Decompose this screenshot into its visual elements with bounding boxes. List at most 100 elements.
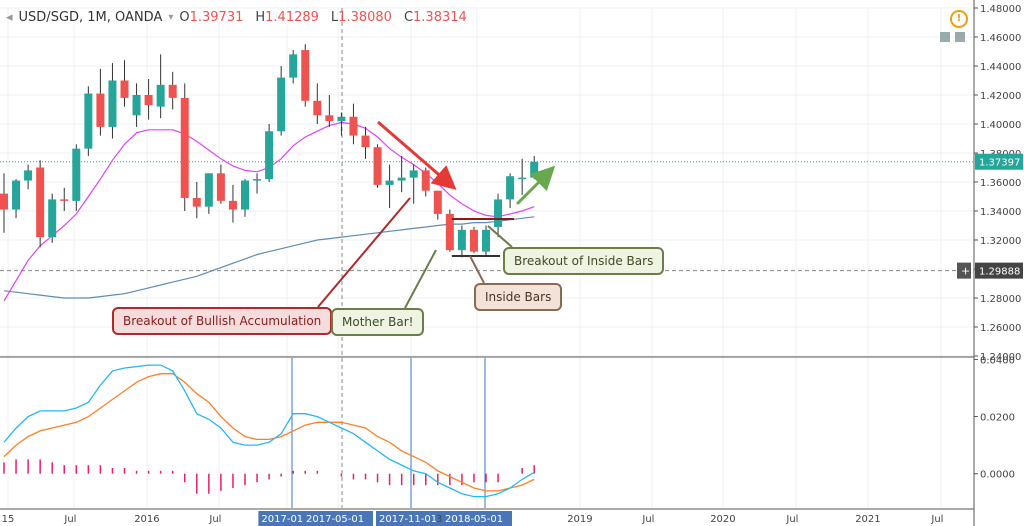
bullish-candle[interactable] — [482, 229, 490, 252]
time-label: 2017-01- — [261, 514, 307, 525]
time-label: Jul — [641, 514, 654, 525]
bearish-candle[interactable] — [60, 199, 69, 201]
bullish-candle[interactable] — [494, 199, 503, 227]
time-marker-badge — [303, 511, 373, 526]
time-label: 3 — [436, 514, 442, 525]
bearish-candle[interactable] — [0, 193, 8, 210]
price-tick-label: 1.48000 — [980, 4, 1021, 15]
bullish-candle[interactable] — [265, 131, 274, 180]
bullish-candle[interactable] — [506, 176, 515, 200]
cursor-price-badge — [975, 262, 1023, 279]
osc-tick-label: 0.0400 — [980, 355, 1015, 366]
open-key: O — [179, 10, 190, 25]
bearish-candle[interactable] — [144, 95, 153, 106]
open-value: 1.39731 — [189, 10, 244, 25]
bullish-candle[interactable] — [253, 179, 262, 181]
close-value: 1.38314 — [413, 10, 467, 25]
bullish-candle[interactable] — [12, 180, 21, 210]
screenshot-icon[interactable] — [940, 32, 950, 42]
high-value: 1.41289 — [265, 10, 319, 25]
symbol-header: ◂ USD/SGD, 1M, OANDA ▾ O1.39731 H1.41289… — [6, 10, 473, 25]
bearish-candle[interactable] — [301, 50, 310, 101]
collapse-icon[interactable]: ◂ — [6, 10, 13, 25]
bullish-candle[interactable] — [457, 229, 466, 251]
bearish-candle[interactable] — [373, 147, 382, 185]
bearish-candle[interactable] — [180, 97, 189, 198]
bullish-candle[interactable] — [241, 180, 249, 210]
bearish-candle[interactable] — [445, 213, 454, 251]
callout-pointer — [487, 225, 513, 248]
price-tick-label: 1.26000 — [980, 323, 1021, 334]
time-label: 2017-05-01 — [306, 514, 364, 525]
bullish-candle[interactable] — [84, 93, 93, 149]
bullish-candle[interactable] — [337, 116, 346, 122]
time-label: 2021 — [855, 514, 880, 525]
low-key: L — [330, 10, 339, 25]
macd-line — [3, 364, 535, 498]
time-label: 2017-11-01 — [379, 514, 437, 525]
bearish-candle[interactable] — [96, 93, 105, 127]
cursor-price-value: 1.29888 — [979, 267, 1020, 278]
bullish-candle[interactable] — [385, 180, 394, 185]
add-level-button[interactable] — [957, 262, 971, 279]
settings-icon[interactable] — [955, 32, 965, 42]
uptrend-arrow — [515, 165, 556, 206]
ohlc-close: C1.38314 — [404, 10, 473, 25]
bullish-candle[interactable] — [530, 161, 539, 178]
bullish-candle[interactable] — [204, 173, 213, 207]
callout-pointer — [469, 255, 485, 284]
bearish-candle[interactable] — [216, 173, 225, 201]
last-price-badge — [975, 153, 1023, 170]
plus-icon: + — [961, 265, 970, 278]
bearish-candle[interactable] — [349, 116, 358, 136]
time-marker-badge — [376, 511, 446, 526]
callout-inside-bars: Inside Bars — [474, 283, 563, 311]
bearish-candle[interactable] — [228, 200, 237, 210]
ohlc-open: O1.39731 — [179, 10, 249, 25]
bullish-candle[interactable] — [72, 148, 81, 201]
last-price-value: 1.37397 — [979, 158, 1020, 169]
signal-line — [3, 373, 535, 492]
bearish-candle[interactable] — [361, 135, 370, 148]
symbol-label[interactable]: USD/SGD, 1M, OANDA — [18, 10, 163, 25]
bullish-candle[interactable] — [518, 177, 527, 180]
bullish-candle[interactable] — [132, 95, 141, 116]
bullish-candle[interactable] — [48, 199, 57, 238]
time-marker-badge — [258, 511, 316, 526]
bearish-candle[interactable] — [120, 80, 129, 98]
callout-mother-bar: Mother Bar! — [331, 308, 425, 336]
bearish-candle[interactable] — [168, 84, 177, 98]
time-label: 2018-05-01 — [445, 514, 503, 525]
bullish-candle[interactable] — [397, 177, 406, 181]
price-tick-label: 1.40000 — [980, 120, 1021, 131]
alert-icon[interactable]: ! — [950, 10, 968, 28]
bullish-candle[interactable] — [409, 170, 418, 178]
osc-tick-label: 0.0000 — [980, 470, 1015, 481]
close-key: C — [403, 10, 414, 25]
time-label: 2019 — [567, 514, 592, 525]
bullish-candle[interactable] — [289, 54, 298, 78]
bullish-candle[interactable] — [24, 170, 33, 181]
bearish-candle[interactable] — [433, 190, 442, 214]
bearish-candle[interactable] — [469, 229, 478, 252]
bullish-candle[interactable] — [108, 80, 117, 127]
bullish-candle[interactable] — [156, 84, 165, 107]
bearish-candle[interactable] — [421, 170, 430, 191]
bearish-candle[interactable] — [192, 197, 201, 207]
bullish-candle[interactable] — [277, 77, 286, 132]
time-label: 2020 — [710, 514, 735, 525]
price-tick-label: 1.28000 — [980, 294, 1021, 305]
callout-pointer — [317, 197, 411, 308]
callout-breakout-inside-bars: Breakout of Inside Bars — [503, 247, 665, 275]
price-tick-label: 1.34000 — [980, 207, 1021, 218]
price-tick-label: 1.46000 — [980, 33, 1021, 44]
bearish-candle[interactable] — [325, 115, 334, 122]
time-label: 15 — [2, 514, 15, 525]
bearish-candle[interactable] — [36, 167, 45, 238]
chevron-down-icon[interactable]: ▾ — [168, 12, 174, 23]
bearish-candle[interactable] — [313, 100, 322, 116]
callout-pointer — [404, 249, 437, 309]
time-label: Jul — [208, 514, 221, 525]
time-label: Jul — [63, 514, 76, 525]
